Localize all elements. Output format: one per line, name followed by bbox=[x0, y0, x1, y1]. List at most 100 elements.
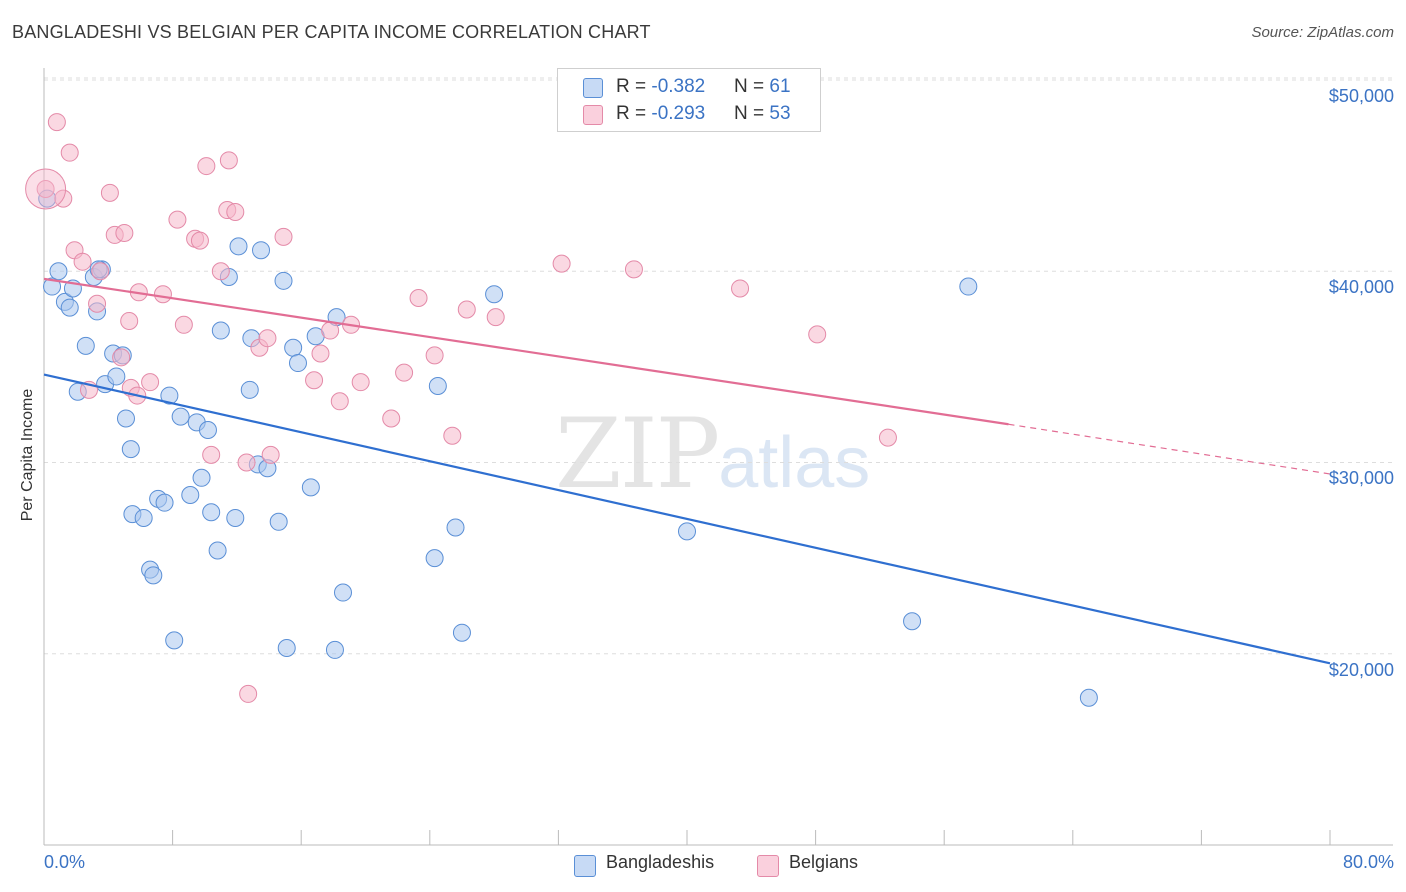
stats-n: N = 61 bbox=[734, 76, 791, 97]
belgian-point bbox=[211, 262, 230, 281]
belgian-point bbox=[174, 315, 193, 334]
belgian-point bbox=[351, 373, 370, 392]
belgian-point bbox=[731, 279, 750, 298]
belgian-point bbox=[382, 409, 401, 428]
belgian-point bbox=[88, 294, 107, 313]
belgian-point bbox=[120, 311, 139, 330]
y-tick-label-40000: $40,000 bbox=[1328, 277, 1394, 297]
x-tick-label-max: 80.0% bbox=[1342, 852, 1394, 872]
belgian-point bbox=[197, 157, 216, 176]
belgian-point bbox=[395, 363, 414, 382]
belgian-point bbox=[112, 348, 131, 367]
bangladeshi-point bbox=[240, 380, 259, 399]
bangladeshi-point bbox=[288, 354, 307, 373]
y-tick-label-30000: $30,000 bbox=[1328, 468, 1394, 488]
belgian-point bbox=[274, 227, 293, 246]
legend-swatch-blue bbox=[574, 855, 596, 877]
bangladeshi-point bbox=[325, 640, 344, 659]
bangladeshi-point bbox=[208, 541, 227, 560]
bangladeshi-point bbox=[333, 583, 352, 602]
bangladeshi-point bbox=[252, 241, 271, 260]
bangladeshi-point bbox=[121, 440, 140, 459]
bangladeshi-point bbox=[60, 298, 79, 317]
bangladeshi-point bbox=[192, 468, 211, 487]
belgian-point bbox=[305, 371, 324, 390]
belgian-point bbox=[73, 252, 92, 271]
bangladeshi-point bbox=[425, 549, 444, 568]
legend-swatch-pink bbox=[757, 855, 779, 877]
watermark-zip: ZIP bbox=[555, 398, 720, 510]
bangladeshi-point bbox=[678, 522, 696, 541]
belgian-point bbox=[47, 113, 66, 132]
legend-label: Bangladeshis bbox=[606, 852, 715, 872]
bangladeshi-point bbox=[269, 512, 288, 531]
belgian-point bbox=[237, 453, 256, 472]
bangladeshi-point bbox=[160, 386, 179, 405]
belgian-point bbox=[878, 428, 897, 447]
bangladeshi-point bbox=[226, 508, 245, 527]
bangladeshi-point bbox=[198, 420, 217, 439]
belgian-point-large bbox=[25, 168, 67, 210]
bangladeshi-point bbox=[134, 508, 153, 527]
bangladeshi-point bbox=[76, 336, 95, 355]
belgian-point bbox=[168, 210, 187, 229]
x-tick-label-min: 0.0% bbox=[44, 852, 86, 872]
bangladeshi-point bbox=[284, 338, 303, 357]
bangladeshi-point bbox=[452, 623, 471, 642]
y-tick-label-20000: $20,000 bbox=[1328, 660, 1394, 680]
chart-title: BANGLADESHI VS BELGIAN PER CAPITA INCOME… bbox=[12, 22, 651, 42]
belgian-point bbox=[409, 289, 428, 308]
bangladeshi-point bbox=[144, 566, 163, 585]
bangladeshi-point bbox=[171, 407, 190, 426]
belgian-point bbox=[808, 325, 827, 344]
belgian-point bbox=[60, 143, 79, 162]
bangladeshi-point bbox=[165, 631, 184, 650]
bangladeshi-point bbox=[49, 262, 68, 281]
bangladeshi-point bbox=[1079, 688, 1098, 707]
bangladeshi-point bbox=[903, 612, 922, 631]
belgian-point bbox=[425, 346, 444, 365]
belgian-point bbox=[311, 344, 330, 363]
bangladeshi-point bbox=[116, 409, 135, 428]
stats-n: N = 53 bbox=[734, 103, 791, 124]
belgian-point bbox=[153, 285, 172, 304]
belgian-point bbox=[190, 231, 209, 250]
bangladeshi-point bbox=[428, 377, 447, 395]
bangladeshi-point bbox=[959, 277, 978, 296]
bangladeshi-point bbox=[446, 518, 465, 537]
y-tick-label-50000: $50,000 bbox=[1328, 86, 1394, 106]
belgian-point bbox=[552, 254, 571, 273]
bangladeshi-point bbox=[277, 639, 296, 658]
belgian-point bbox=[219, 151, 238, 170]
stats-swatch-blue bbox=[583, 78, 603, 98]
stats-r: R = -0.382 bbox=[616, 76, 706, 97]
bangladeshi-point bbox=[155, 493, 174, 512]
stats-swatch-pink bbox=[583, 105, 603, 125]
bangladeshi-point bbox=[301, 478, 320, 497]
belgian-trend-line bbox=[43, 277, 1009, 426]
bangladeshi-point bbox=[181, 486, 200, 505]
belgian-point bbox=[115, 224, 134, 242]
belgian-point bbox=[330, 392, 349, 411]
belgian-point bbox=[457, 300, 476, 319]
belgian-point bbox=[624, 260, 643, 279]
belgian-point bbox=[100, 183, 119, 202]
bangladeshi-point bbox=[43, 277, 62, 296]
bangladeshi-point bbox=[274, 271, 293, 290]
belgian-point bbox=[36, 180, 55, 199]
bangladeshi-trend-line bbox=[43, 373, 1331, 665]
belgian-point bbox=[91, 262, 110, 281]
bangladeshi-point bbox=[202, 503, 221, 522]
belgian-point bbox=[261, 445, 280, 464]
belgian-point bbox=[321, 321, 340, 340]
stats-r: R = -0.293 bbox=[616, 103, 706, 124]
belgian-point bbox=[141, 373, 160, 392]
belgian-point bbox=[202, 445, 221, 464]
legend-label: Belgians bbox=[789, 852, 859, 872]
belgian-point bbox=[443, 426, 462, 445]
bangladeshi-point bbox=[211, 321, 230, 340]
bangladeshi-point bbox=[485, 285, 504, 304]
chart-source: Source: ZipAtlas.com bbox=[1251, 24, 1394, 41]
belgian-point bbox=[258, 329, 277, 348]
